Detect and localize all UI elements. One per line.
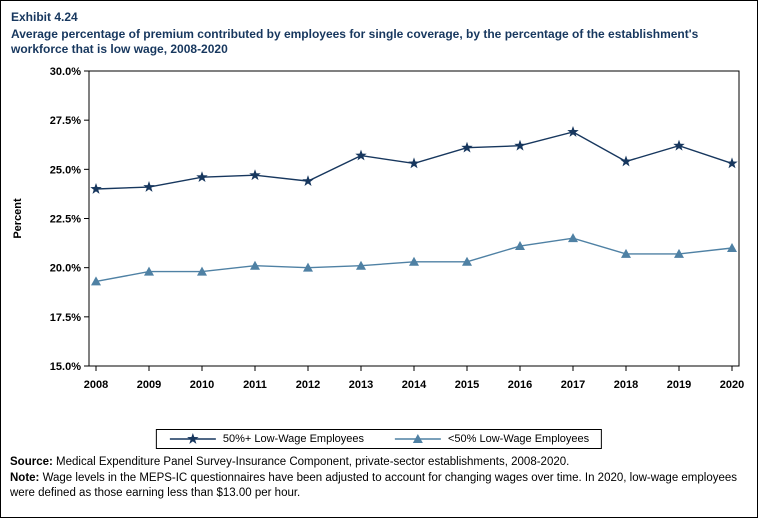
x-tick-label: 2019 (667, 379, 691, 391)
source-label: Source: (10, 456, 53, 468)
triangle-marker (515, 241, 525, 251)
x-tick-label: 2020 (720, 379, 744, 391)
star-marker (461, 141, 473, 153)
star-marker (302, 175, 314, 186)
chart-header: Exhibit 4.24 Average percentage of premi… (11, 10, 711, 58)
y-tick-label: 15.0% (50, 361, 81, 373)
legend-item: 50%+ Low-Wage Employees (169, 431, 364, 447)
triangle-marker (727, 243, 737, 252)
star-marker (726, 157, 738, 169)
x-tick-label: 2015 (455, 379, 479, 391)
legend-item: <50% Low-Wage Employees (394, 431, 589, 447)
triangle-marker (413, 434, 423, 443)
star-marker (187, 433, 199, 444)
y-tick-label: 27.5% (50, 115, 81, 127)
legend-label: <50% Low-Wage Employees (448, 433, 590, 445)
star-marker (620, 155, 632, 167)
triangle-marker (356, 260, 366, 270)
x-tick-label: 2011 (243, 379, 267, 391)
x-tick-label: 2008 (84, 379, 108, 391)
triangle-marker (409, 256, 419, 266)
triangle-marker (144, 266, 154, 276)
method-note: Note: Wage levels in the MEPS-IC questio… (10, 471, 750, 500)
x-tick-label: 2016 (508, 379, 532, 391)
x-tick-label: 2013 (349, 379, 373, 391)
star-marker (249, 169, 261, 181)
source-note: Source: Medical Expenditure Panel Survey… (10, 455, 750, 469)
legend-marker-sample (169, 433, 216, 444)
star-marker (355, 149, 367, 161)
chart-legend: 50%+ Low-Wage Employees <50% Low-Wage Emp… (155, 429, 603, 449)
y-tick-label: 30.0% (50, 66, 81, 78)
source-text: Medical Expenditure Panel Survey-Insuran… (52, 456, 570, 468)
triangle-marker (250, 260, 260, 270)
y-tick-label: 25.0% (50, 164, 81, 176)
star-marker (567, 125, 579, 137)
legend-label: 50%+ Low-Wage Employees (222, 433, 364, 445)
star-marker (673, 139, 685, 151)
triangle-marker (197, 266, 207, 276)
note-label: Note: (10, 472, 40, 485)
triangle-marker (91, 276, 101, 286)
y-tick-label: 20.0% (50, 263, 81, 275)
y-axis-label: Percent (12, 198, 24, 239)
plot-border (88, 70, 740, 367)
triangle-marker (462, 256, 472, 266)
y-tick-label: 22.5% (50, 214, 81, 226)
y-tick-label: 17.5% (50, 312, 81, 324)
exhibit-number: Exhibit 4.24 (11, 10, 78, 24)
x-tick-label: 2009 (137, 379, 161, 391)
line-chart: 15.0% 17.5% 20.0% 22.5% 25.0% 27.5% 30.0% 2008 2… (12, 66, 744, 391)
note-text: Wage levels in the MEPS-IC questionnaire… (10, 472, 738, 499)
x-tick-label: 2017 (561, 379, 585, 391)
triangle-marker (674, 248, 684, 258)
star-marker (196, 171, 208, 183)
x-tick-label: 2018 (614, 379, 638, 391)
star-marker (408, 157, 420, 169)
x-tick-label: 2012 (296, 379, 320, 391)
triangle-marker (303, 262, 313, 272)
star-marker (514, 139, 526, 151)
x-tick-label: 2010 (190, 379, 214, 391)
chart-title: Average percentage of premium contribute… (11, 26, 699, 57)
triangle-marker (568, 233, 578, 243)
star-marker (143, 181, 155, 192)
star-marker (90, 183, 102, 194)
legend-marker-sample (395, 434, 441, 443)
triangle-marker (621, 248, 631, 258)
x-tick-label: 2014 (402, 379, 427, 391)
chart-footnotes: Source: Medical Expenditure Panel Survey… (10, 455, 750, 502)
